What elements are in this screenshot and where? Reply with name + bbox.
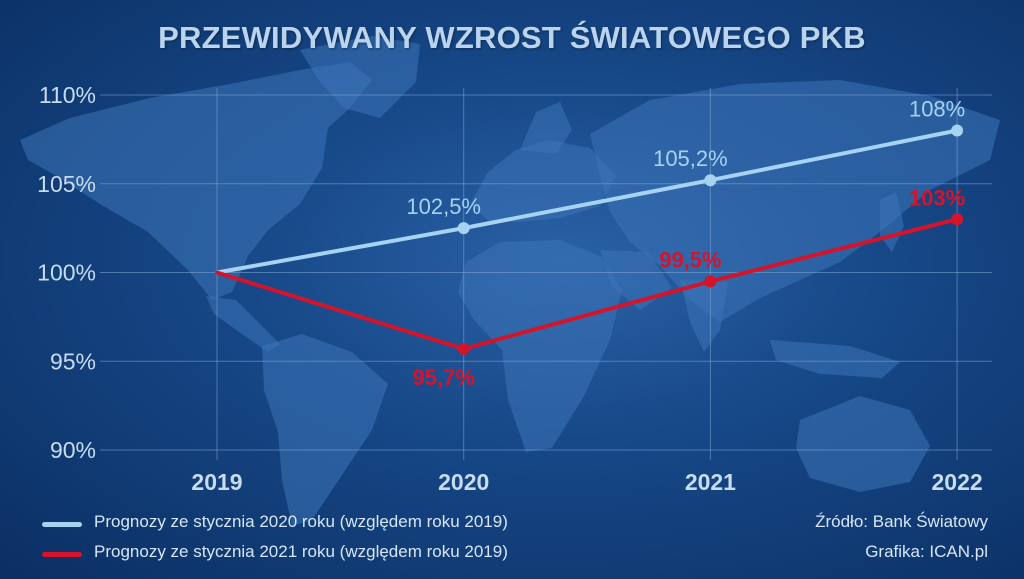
legend-swatch-series-1 [42, 522, 82, 527]
series-2-point [951, 213, 964, 226]
series-1-data-label: 108% [909, 97, 965, 122]
x-tick-label: 2022 [932, 469, 983, 495]
legend-label-series-1: Prognozy ze stycznia 2020 roku (względem… [94, 512, 508, 531]
series-1-point [951, 124, 964, 137]
x-tick-label: 2021 [685, 469, 736, 495]
series-1-point [457, 222, 470, 235]
chart-title: PRZEWIDYWANY WZROST ŚWIATOWEGO PKB [158, 20, 866, 55]
y-tick-label: 110% [39, 82, 96, 108]
series-2-data-label: 99,5% [659, 247, 721, 272]
series-line-1 [215, 128, 960, 275]
series-1-point [704, 174, 717, 187]
graphics-credit: Grafika: ICAN.pl [865, 542, 988, 561]
y-tick-label: 90% [50, 437, 96, 463]
x-tick-label: 2020 [438, 469, 489, 495]
y-tick-label: 95% [50, 348, 96, 374]
legend-label-series-2: Prognozy ze stycznia 2021 roku (względem… [94, 542, 508, 561]
series-line-2 [215, 217, 960, 351]
y-tick-label: 105% [37, 171, 96, 197]
series-2-data-label: 95,7% [413, 365, 475, 390]
series-1-data-label: 105,2% [653, 146, 728, 171]
series-2-point [704, 275, 717, 288]
source-credit: Źródło: Bank Światowy [815, 512, 988, 531]
series-1-data-label: 102,5% [406, 194, 481, 219]
y-tick-label: 100% [37, 260, 96, 286]
series-2-point [457, 342, 470, 355]
credits: Źródło: Bank Światowy Grafika: ICAN.pl [815, 512, 988, 572]
x-tick-label: 2019 [191, 469, 242, 495]
series-2-data-label: 103% [909, 185, 965, 210]
legend-swatch-series-2 [42, 552, 82, 557]
